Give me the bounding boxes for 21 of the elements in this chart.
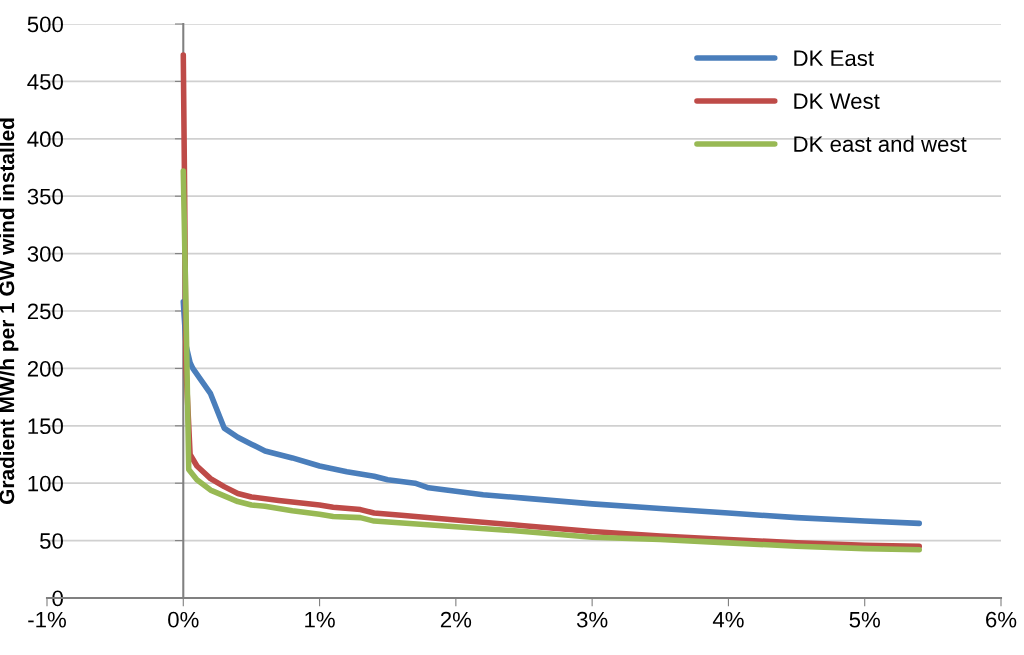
x-tick-label: 1% xyxy=(305,611,335,628)
x-tick-label: 0% xyxy=(168,611,199,628)
y-tick-label: 450 xyxy=(27,73,63,90)
x-tick-label: 5% xyxy=(849,611,880,628)
legend-label: DK east and west xyxy=(794,135,967,152)
legend-label: DK East xyxy=(794,50,874,67)
y-tick-label: 100 xyxy=(28,475,63,492)
y-tick-label: 300 xyxy=(27,246,63,262)
y-tick-label: 500 xyxy=(27,16,63,33)
y-tick-label: 150 xyxy=(28,418,63,435)
y-tick-label: 200 xyxy=(27,360,63,377)
x-tick-label: 4% xyxy=(712,611,744,628)
y-tick-label: 400 xyxy=(27,131,63,148)
x-tick-label: 6% xyxy=(986,611,1017,628)
x-tick-label: 2% xyxy=(440,611,472,628)
x-tick-label: 3% xyxy=(576,611,608,628)
y-tick-label: 350 xyxy=(27,188,63,205)
x-tick-label: -1% xyxy=(28,611,66,628)
legend-label: DK West xyxy=(794,93,880,109)
y-tick-label: 250 xyxy=(27,303,63,320)
y-tick-label: 50 xyxy=(40,533,63,549)
